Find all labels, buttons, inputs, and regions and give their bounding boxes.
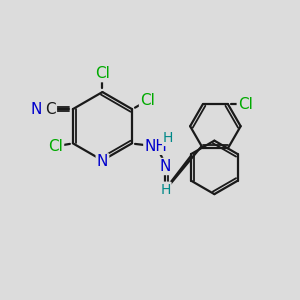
Text: N: N <box>30 102 41 117</box>
Text: Cl: Cl <box>238 97 253 112</box>
Text: N: N <box>97 154 108 169</box>
Text: H: H <box>160 183 170 197</box>
Text: Cl: Cl <box>95 66 110 81</box>
Text: Cl: Cl <box>48 139 63 154</box>
Text: NH: NH <box>144 139 167 154</box>
Text: Cl: Cl <box>140 93 155 108</box>
Text: C: C <box>45 102 56 117</box>
Text: H: H <box>163 131 173 145</box>
Text: N: N <box>160 159 171 174</box>
